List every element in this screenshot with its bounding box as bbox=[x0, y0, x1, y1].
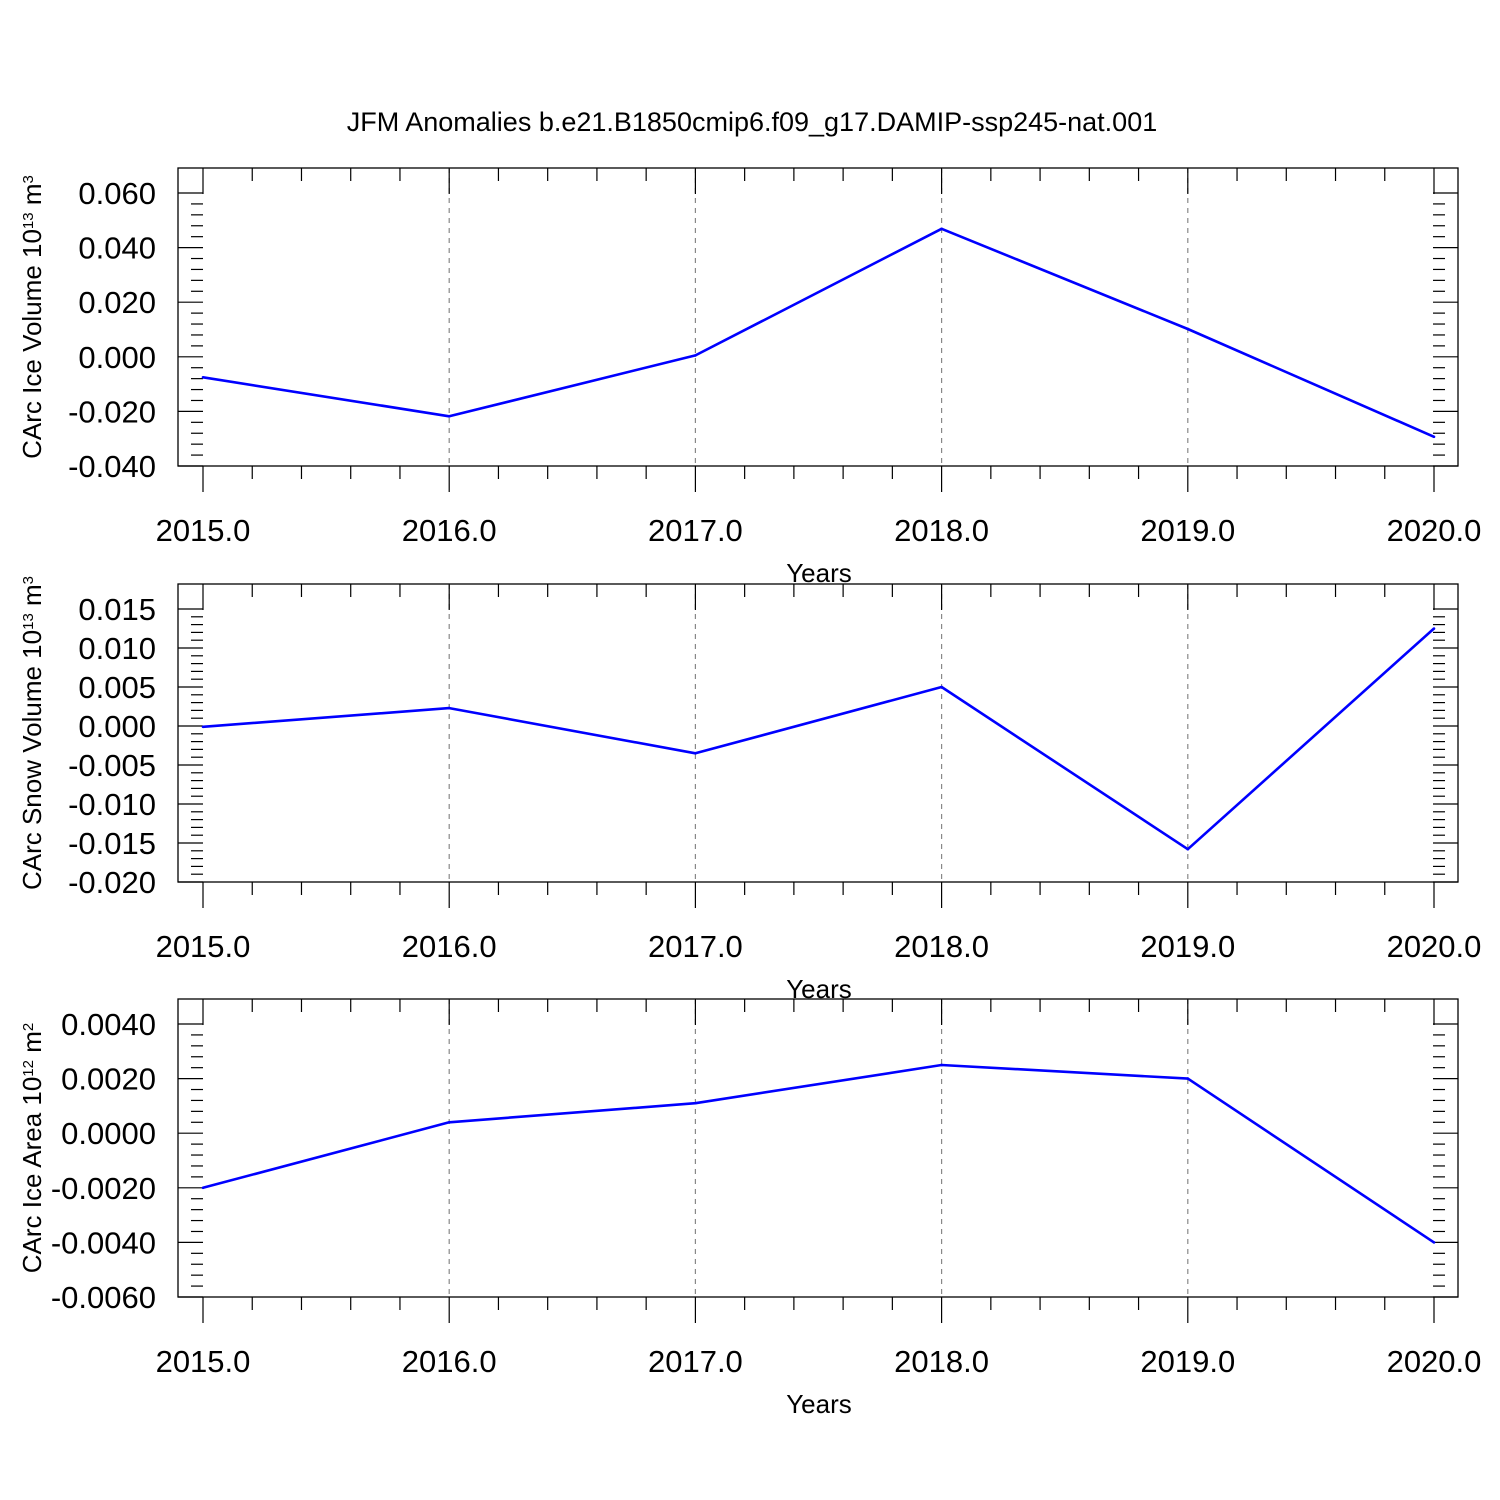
y-axis-title-unit-exponent: 3 bbox=[20, 576, 37, 584]
data-point bbox=[447, 1120, 451, 1124]
x-tick-label: 2020.0 bbox=[1387, 513, 1482, 548]
y-tick-label: 0.020 bbox=[78, 285, 156, 320]
plot-frame bbox=[177, 583, 1459, 883]
x-tick-label: 2017.0 bbox=[648, 513, 743, 548]
x-tick-label: 2016.0 bbox=[402, 1344, 497, 1379]
y-axis-title-unit: m bbox=[17, 584, 47, 613]
y-tick-label: 0.0000 bbox=[61, 1116, 156, 1151]
plot-frame bbox=[177, 998, 1459, 1298]
series-line-1 bbox=[202, 1063, 1435, 1244]
x-tick-label: 2018.0 bbox=[894, 513, 989, 548]
data-point bbox=[1186, 1077, 1190, 1080]
y-axis-title-unit-exponent: 3 bbox=[20, 175, 37, 183]
y-tick-label: 0.000 bbox=[78, 340, 156, 375]
data-point bbox=[447, 706, 451, 710]
x-tick-label: 2015.0 bbox=[156, 1344, 251, 1379]
y-tick-label: -0.010 bbox=[68, 787, 156, 822]
data-point bbox=[1432, 627, 1436, 630]
x-tick-label: 2015.0 bbox=[156, 513, 251, 548]
data-point bbox=[1432, 1241, 1436, 1244]
y-tick-label: 0.0020 bbox=[61, 1062, 156, 1097]
data-point bbox=[694, 1101, 697, 1105]
y-axis-title-text: CArc Ice Volume 10 bbox=[17, 229, 47, 459]
y-tick-label: 0.000 bbox=[78, 709, 156, 744]
y-tick-label: 0.040 bbox=[78, 231, 156, 266]
panel-1: -0.040 -0.020 0.000 0.020 0.040 0.060 2015.0 20… bbox=[17, 167, 1482, 588]
x-axis-title: Years bbox=[786, 558, 852, 588]
data-point bbox=[1186, 327, 1190, 331]
series-line-1 bbox=[202, 227, 1435, 438]
y-tick-label: -0.020 bbox=[68, 394, 156, 429]
y-tick-label: -0.0040 bbox=[51, 1225, 156, 1260]
y-tick-label: -0.005 bbox=[68, 748, 156, 783]
data-point bbox=[940, 685, 943, 689]
y-axis-title-exponent: 12 bbox=[20, 1060, 37, 1077]
y-tick-label: 0.0040 bbox=[61, 1007, 156, 1042]
y-tick-label: 0.010 bbox=[78, 631, 156, 666]
y-axis-title: CArc Snow Volume 1013 m3 bbox=[17, 576, 47, 890]
x-tick-label: 2018.0 bbox=[894, 1344, 989, 1379]
y-axis-title-text: CArc Ice Area 10 bbox=[17, 1077, 47, 1274]
x-tick-label: 2019.0 bbox=[1140, 1344, 1235, 1379]
y-axis-title-unit: m bbox=[17, 183, 47, 212]
y-tick-label: -0.020 bbox=[68, 865, 156, 900]
x-axis-title: Years bbox=[786, 1389, 852, 1419]
x-tick-label: 2019.0 bbox=[1140, 513, 1235, 548]
data-point bbox=[694, 752, 697, 755]
data-point bbox=[694, 354, 697, 357]
y-tick-label: 0.015 bbox=[78, 592, 156, 627]
x-tick-label: 2018.0 bbox=[894, 929, 989, 964]
x-tick-label: 2019.0 bbox=[1140, 929, 1235, 964]
y-tick-label: -0.0060 bbox=[51, 1280, 156, 1315]
y-axis-title-exponent: 13 bbox=[20, 613, 37, 630]
y-tick-label: -0.040 bbox=[68, 449, 156, 484]
data-point bbox=[940, 227, 943, 231]
data-point bbox=[201, 725, 205, 729]
data-point bbox=[447, 415, 451, 418]
x-tick-label: 2015.0 bbox=[156, 929, 251, 964]
y-tick-label: -0.015 bbox=[68, 826, 156, 861]
x-tick-label: 2017.0 bbox=[648, 1344, 743, 1379]
x-tick-label: 2020.0 bbox=[1387, 929, 1482, 964]
plot-frame bbox=[177, 167, 1459, 467]
x-tick-label: 2016.0 bbox=[402, 929, 497, 964]
y-axis-title-unit: m bbox=[17, 1031, 47, 1060]
y-tick-label: 0.060 bbox=[78, 176, 156, 211]
data-point bbox=[1432, 435, 1436, 439]
x-tick-label: 2016.0 bbox=[402, 513, 497, 548]
y-axis-title: CArc Ice Volume 1013 m3 bbox=[17, 175, 47, 459]
panel-2: -0.020 -0.015 -0.010 -0.005 0.000 0.005 0.010 0… bbox=[17, 576, 1481, 1004]
x-tick-label: 2017.0 bbox=[648, 929, 743, 964]
y-axis-title: CArc Ice Area 1012 m2 bbox=[17, 1023, 47, 1273]
data-point bbox=[1186, 847, 1190, 851]
data-point bbox=[201, 375, 205, 379]
panel-3: -0.0060 -0.0040 -0.0020 0.0000 0.0020 0.0040 2… bbox=[17, 998, 1482, 1419]
y-axis-title-unit-exponent: 2 bbox=[20, 1023, 37, 1031]
data-point bbox=[201, 1186, 205, 1190]
data-point bbox=[940, 1063, 943, 1067]
x-tick-label: 2020.0 bbox=[1387, 1344, 1482, 1379]
series-line-1 bbox=[202, 627, 1435, 851]
y-tick-label: -0.0020 bbox=[51, 1171, 156, 1206]
y-tick-label: 0.005 bbox=[78, 670, 156, 705]
y-axis-title-text: CArc Snow Volume 10 bbox=[17, 630, 47, 890]
y-axis-title-exponent: 13 bbox=[20, 212, 37, 229]
figure-title: JFM Anomalies b.e21.B1850cmip6.f09_g17.D… bbox=[347, 107, 1157, 137]
